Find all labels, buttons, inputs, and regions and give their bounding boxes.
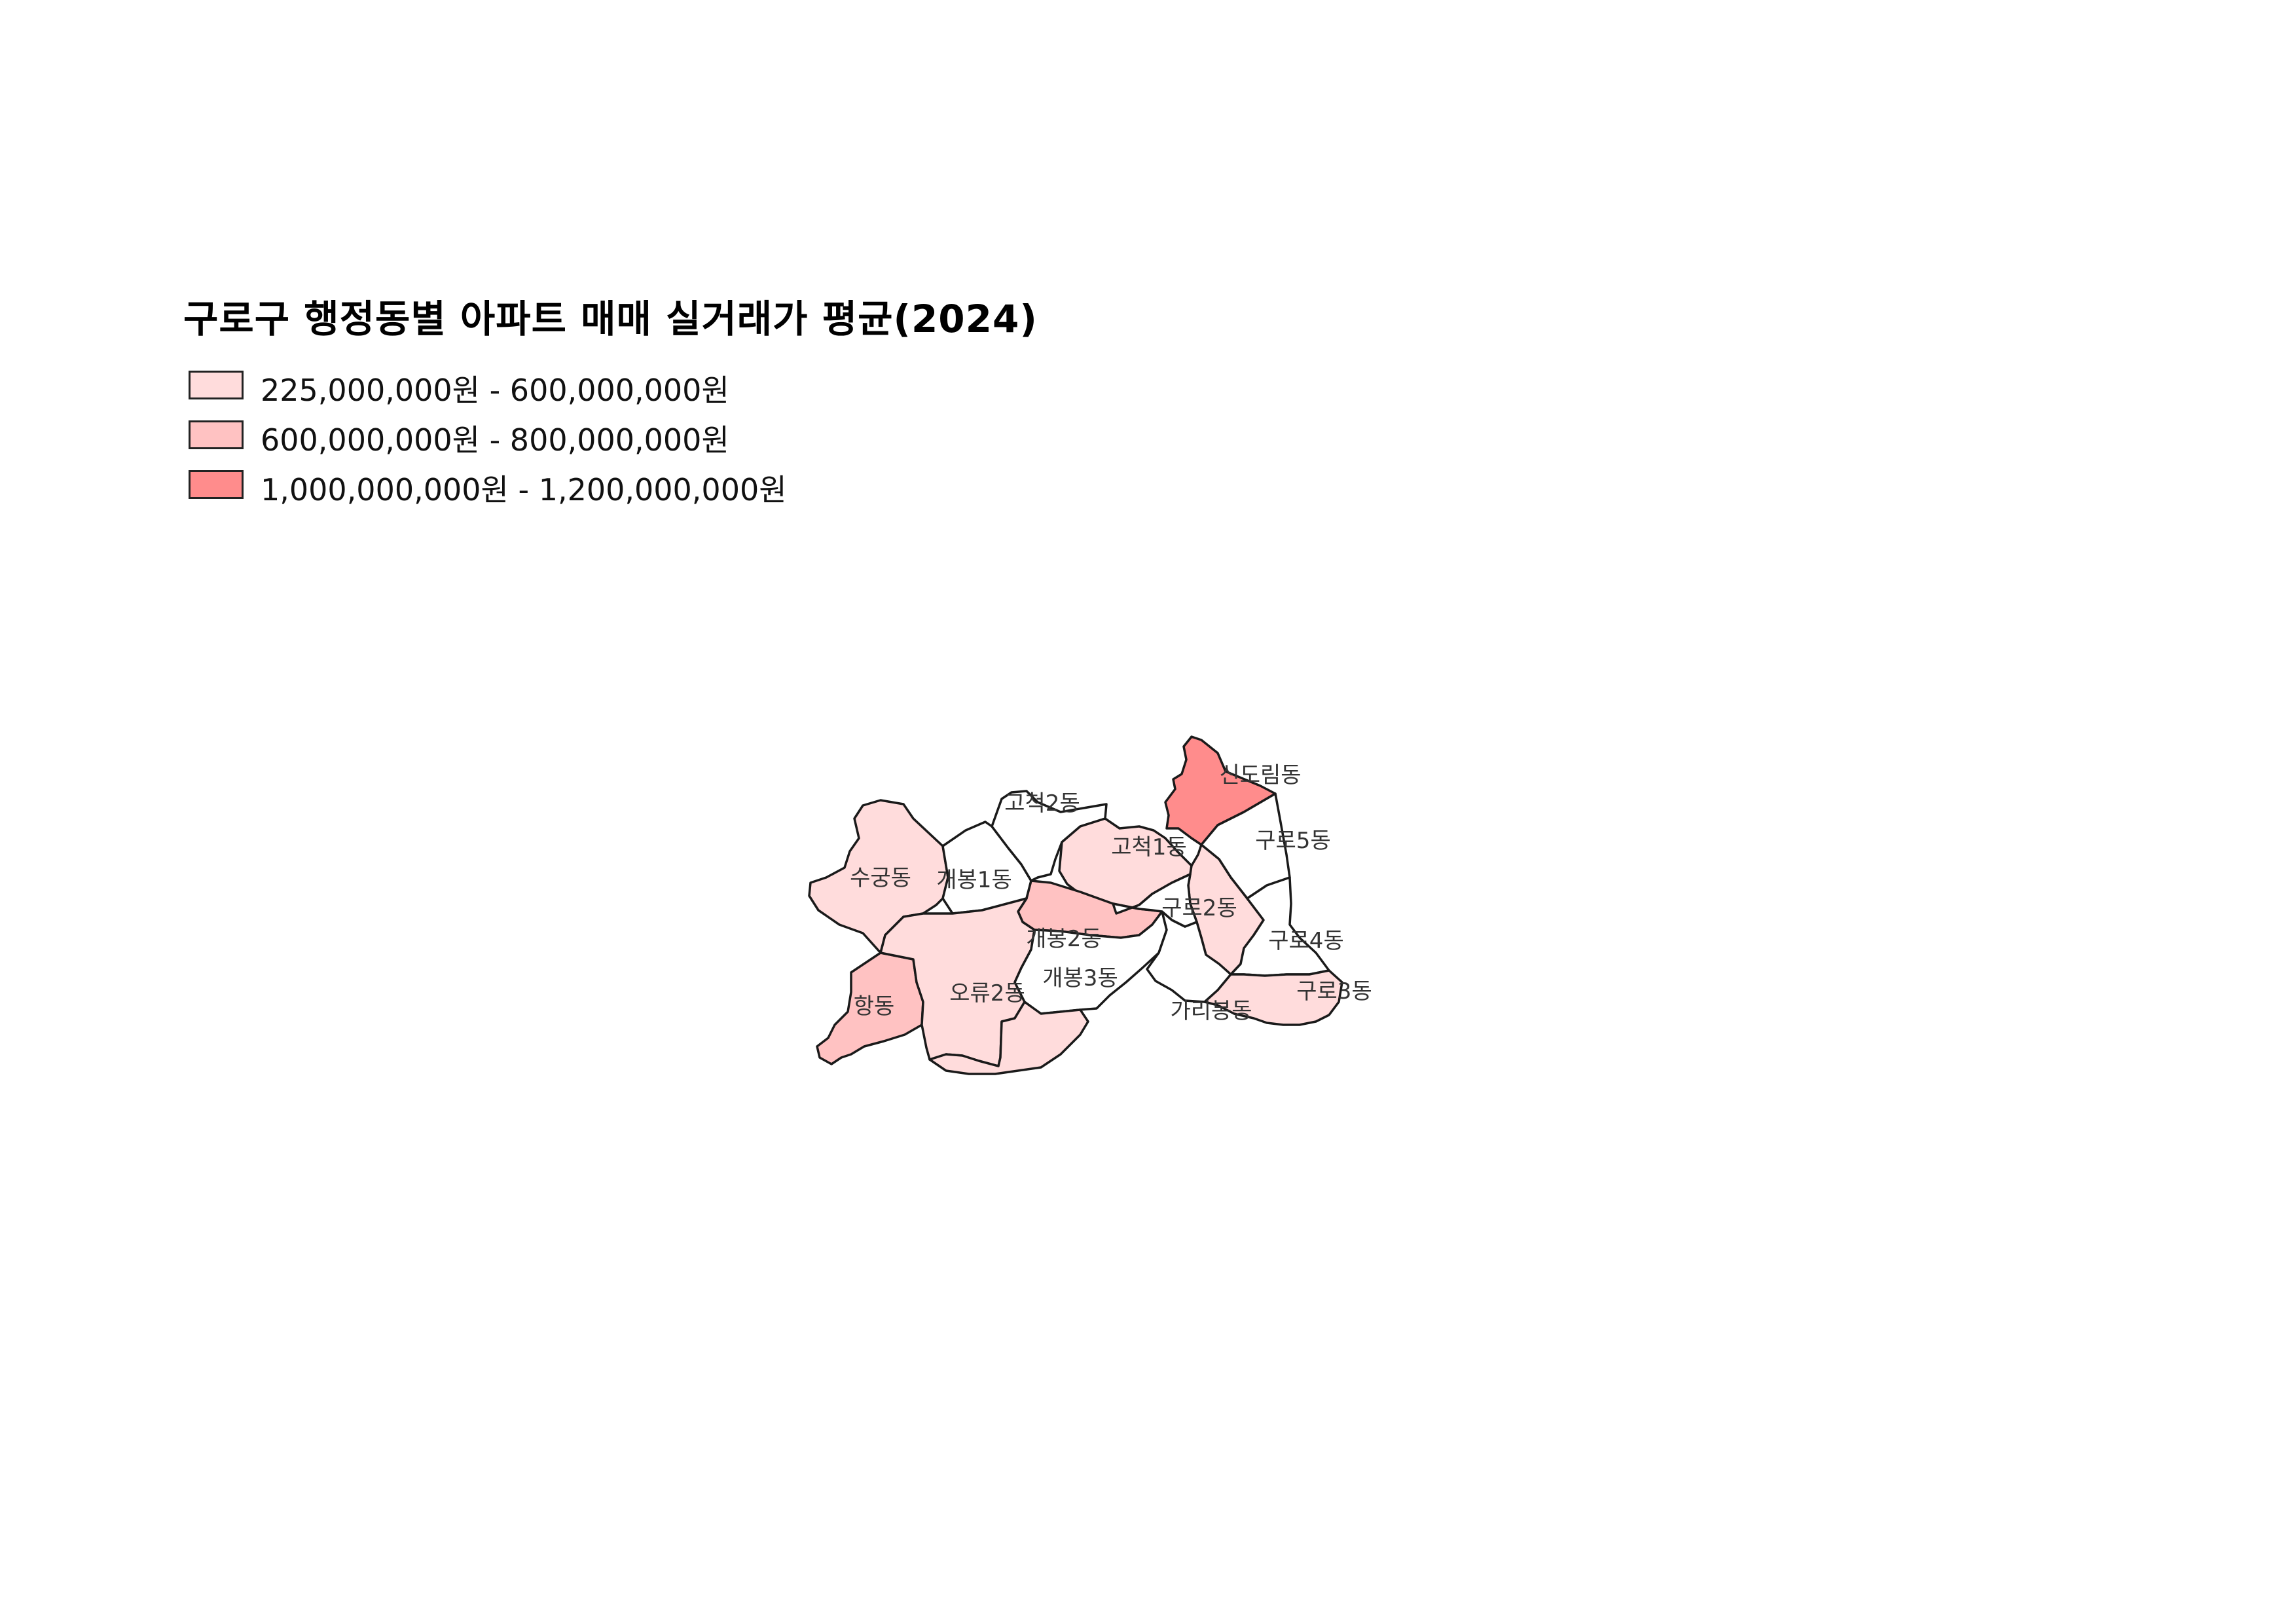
district-label: 항동 <box>854 993 895 1020</box>
legend-label: 600,000,000원 - 800,000,000원 <box>261 422 729 458</box>
district-region <box>1203 969 1343 1026</box>
district-region <box>928 1001 1089 1075</box>
district-label: 개봉3동 <box>1042 965 1118 991</box>
district-region <box>1112 873 1198 928</box>
legend-swatch <box>189 420 244 449</box>
district-label: 개봉1동 <box>936 867 1011 893</box>
district-label: 신도림동 <box>1219 762 1301 788</box>
district-label: 구로2동 <box>1161 895 1237 921</box>
district-label: 개봉2동 <box>1026 926 1101 952</box>
district-label: 고척1동 <box>1111 834 1186 860</box>
legend-label: 225,000,000원 - 600,000,000원 <box>261 373 729 408</box>
district-label: 구로3동 <box>1296 978 1372 1005</box>
district-label: 수궁동 <box>850 865 911 891</box>
district-label: 가리봉동 <box>1170 998 1252 1024</box>
district-label: 오류2동 <box>949 980 1025 1006</box>
map-title: 구로구 행정동별 아파트 매매 실거래가 평균(2024) <box>183 297 1038 341</box>
district-label: 구로4동 <box>1268 928 1343 954</box>
legend-label: 1,000,000,000원 - 1,200,000,000원 <box>261 472 787 507</box>
district-region <box>1013 910 1168 1015</box>
legend-swatch <box>189 371 244 399</box>
district-label: 고척2동 <box>1004 790 1080 817</box>
district-label: 구로5동 <box>1255 828 1330 854</box>
legend-swatch <box>189 470 244 499</box>
district-region <box>1164 735 1277 846</box>
